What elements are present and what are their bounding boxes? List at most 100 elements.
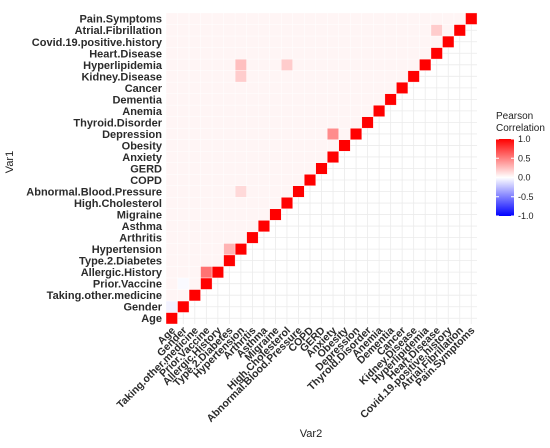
heatmap-cell (430, 35, 443, 48)
heatmap-cell (350, 104, 363, 117)
y-tick-label: Dementia (112, 94, 162, 106)
y-tick-label: Hyperlipidemia (83, 60, 163, 72)
heatmap-cell (234, 93, 247, 106)
heatmap-cell (200, 174, 213, 186)
heatmap-cell (292, 185, 305, 198)
heatmap-cell (292, 139, 305, 152)
heatmap-cell (177, 70, 190, 83)
heatmap-cell (177, 254, 190, 267)
heatmap-cell (327, 93, 339, 106)
heatmap-cell (384, 35, 397, 48)
heatmap-cell (315, 35, 328, 48)
heatmap-cell (257, 12, 270, 25)
heatmap-cell (292, 70, 305, 83)
y-tick-label: COPD (130, 175, 162, 187)
heatmap-cell (384, 24, 397, 37)
heatmap-cell (257, 58, 270, 71)
heatmap-cell (361, 116, 374, 129)
heatmap-cell (269, 139, 282, 152)
y-tick-label: Arthritis (119, 233, 162, 245)
heatmap-cell (327, 116, 339, 129)
heatmap-cell (211, 254, 224, 267)
heatmap-cell (177, 139, 190, 152)
heatmap-cell (384, 70, 397, 83)
legend-tick-label: 1.0 (518, 134, 531, 144)
heatmap-cell (269, 47, 282, 60)
heatmap-cell (211, 243, 224, 256)
heatmap-cell (407, 24, 420, 37)
heatmap-cell (281, 174, 293, 186)
heatmap-cell (211, 70, 224, 83)
heatmap-cell (211, 266, 224, 279)
heatmap-cell (269, 208, 282, 221)
heatmap-cell (223, 93, 236, 106)
heatmap-cell (304, 35, 316, 48)
heatmap-cell (465, 12, 478, 25)
heatmap-cell (177, 162, 190, 175)
heatmap-cell (177, 104, 190, 117)
heatmap-cell (211, 162, 224, 175)
legend-tick-label: 0.0 (518, 173, 531, 183)
heatmap-cell (223, 162, 236, 175)
heatmap-cell (211, 185, 224, 198)
heatmap-cell (177, 220, 190, 233)
heatmap-cell (200, 243, 213, 256)
heatmap-cell (281, 47, 293, 60)
heatmap-cell (188, 93, 201, 106)
heatmap-cell (211, 58, 224, 71)
heatmap-cells (165, 12, 478, 325)
y-tick-label: High.Cholesterol (74, 198, 162, 210)
y-tick-label: Allergic.History (81, 267, 163, 279)
heatmap-cell (223, 197, 236, 209)
heatmap-cell (165, 243, 178, 256)
y-tick-label: Type.2.Diabetes (79, 256, 162, 268)
heatmap-cell (292, 93, 305, 106)
heatmap-cell (177, 24, 190, 37)
heatmap-cell (269, 116, 282, 129)
heatmap-cell (396, 47, 409, 60)
heatmap-cell (177, 150, 190, 163)
heatmap-cell (246, 185, 259, 198)
heatmap-cell (177, 266, 190, 279)
heatmap-cell (419, 12, 432, 25)
heatmap-cell (211, 93, 224, 106)
heatmap-cell (327, 70, 339, 83)
heatmap-cell (234, 231, 247, 244)
heatmap-cell (188, 243, 201, 256)
heatmap-cell (361, 24, 374, 37)
heatmap-cell (234, 12, 247, 25)
heatmap-cell (211, 231, 224, 244)
y-tick-label: Taking.other.medicine (47, 290, 162, 302)
heatmap-cell (315, 150, 328, 163)
heatmap-cell (177, 12, 190, 25)
heatmap-cell (442, 12, 455, 25)
heatmap-cell (338, 139, 351, 152)
heatmap-cell (188, 220, 201, 233)
y-tick-label: Gender (123, 302, 162, 314)
heatmap-cell (200, 185, 213, 198)
heatmap-cell (200, 197, 213, 209)
heatmap-cell (200, 104, 213, 117)
legend-title-line-2: Correlation (496, 123, 545, 134)
heatmap-cell (304, 127, 316, 140)
heatmap-cell (292, 162, 305, 175)
heatmap-cell (223, 231, 236, 244)
heatmap-cell (211, 35, 224, 48)
heatmap-cell (350, 81, 363, 94)
heatmap-cell (350, 127, 363, 140)
heatmap-cell (419, 47, 432, 60)
heatmap-cell (234, 104, 247, 117)
heatmap-cell (338, 93, 351, 106)
heatmap-cell (257, 150, 270, 163)
heatmap-cell (338, 24, 351, 37)
heatmap-cell (200, 220, 213, 233)
heatmap-cell (165, 162, 178, 175)
heatmap-cell (177, 300, 190, 313)
heatmap-cell (292, 47, 305, 60)
heatmap-cell (246, 104, 259, 117)
heatmap-cell (165, 35, 178, 48)
heatmap-cell (177, 81, 190, 94)
heatmap-cell (430, 47, 443, 60)
heatmap-cell (269, 58, 282, 71)
heatmap-cell (165, 104, 178, 117)
